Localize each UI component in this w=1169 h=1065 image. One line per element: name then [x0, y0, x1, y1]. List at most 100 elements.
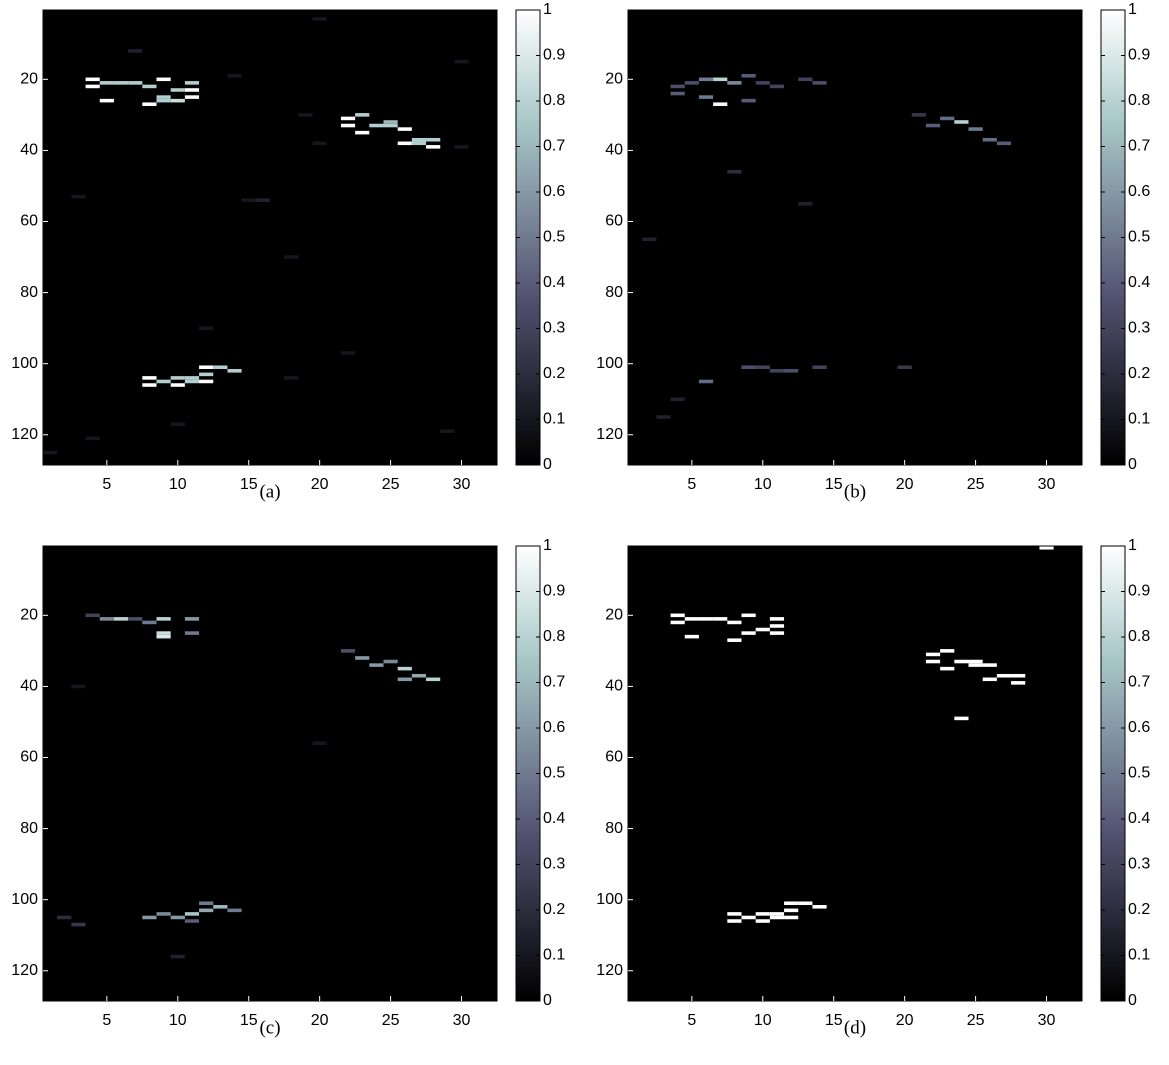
colorbar-tick-label: 0.1 [1128, 411, 1150, 428]
heat-cell [184, 95, 200, 99]
heat-cell [156, 634, 171, 639]
x-tick-label: 15 [825, 476, 843, 493]
heat-cell [684, 617, 699, 621]
heat-cell [684, 81, 699, 85]
heat-cell [670, 84, 685, 89]
heat-cell [670, 620, 685, 625]
heat-cell [184, 912, 200, 916]
heat-cell [741, 915, 756, 920]
heat-cell [812, 81, 827, 85]
heat-cell [925, 652, 941, 657]
x-tick-label: 10 [169, 476, 187, 493]
heat-cell [184, 88, 200, 92]
y-tick-label: 40 [605, 142, 623, 159]
heat-cell [812, 905, 827, 909]
heat-cell [298, 113, 313, 117]
axes-frame [42, 545, 498, 1002]
colorbar-tick-label: 0 [543, 992, 552, 1009]
colorbar-tick-label: 0.4 [1128, 274, 1150, 291]
heat-cell [340, 649, 356, 653]
colorbar-tick-label: 0.4 [543, 274, 565, 291]
heat-cell [741, 73, 756, 78]
heat-cell [199, 365, 214, 370]
heat-cell [769, 617, 785, 621]
heat-cell [954, 120, 969, 124]
heat-cell [355, 113, 370, 117]
heat-cell [670, 91, 685, 96]
heat-cell [312, 741, 327, 746]
y-tick-label: 120 [11, 426, 38, 443]
x-tick-label: 25 [967, 1012, 985, 1029]
colorbar-tick-label: 0.6 [543, 183, 565, 200]
heat-cell [1039, 546, 1054, 550]
heat-cell [755, 919, 770, 923]
colorbar-tick-label: 0.8 [1128, 628, 1150, 645]
colorbar-tick-label: 0.9 [543, 47, 565, 64]
colorbar-tick-label: 0.8 [1128, 92, 1150, 109]
heat-cell [241, 198, 256, 202]
heat-cell [440, 429, 455, 434]
heat-cell [741, 98, 756, 103]
colorbar-tick-label: 0.7 [1128, 674, 1150, 691]
heat-cell [968, 659, 983, 664]
heat-cell [769, 84, 785, 89]
colorbar-tick-label: 0.7 [543, 674, 565, 691]
heat-cell [727, 81, 742, 85]
axes-frame [42, 9, 498, 466]
heat-cell [982, 663, 997, 667]
heat-cell [1011, 673, 1026, 678]
heat-cell [411, 141, 427, 146]
colorbar-tick-label: 0.7 [1128, 138, 1150, 155]
colorbar-tick-label: 0.3 [543, 856, 565, 873]
heat-cell [355, 656, 370, 660]
colorbar-tick-label: 0.8 [543, 92, 565, 109]
heat-cell [397, 141, 412, 146]
heat-cell [411, 137, 427, 142]
y-tick-label: 60 [605, 749, 623, 766]
x-tick-label: 10 [754, 476, 772, 493]
heat-cell [184, 81, 200, 85]
heat-cell [312, 141, 327, 146]
heat-cell [755, 912, 770, 916]
heat-cell [741, 365, 756, 370]
x-tick-label: 20 [311, 476, 329, 493]
heat-cell [698, 379, 714, 384]
x-tick-label: 30 [453, 476, 471, 493]
heat-cell [383, 120, 398, 124]
colorbar-tick-label: 0.5 [1128, 229, 1150, 246]
heat-cell [897, 365, 912, 370]
heat-cell [184, 919, 200, 923]
heat-cell [199, 326, 214, 330]
colorbar-tick-label: 0.7 [543, 138, 565, 155]
y-tick-label: 40 [20, 678, 38, 695]
colorbar-tick-label: 0.2 [1128, 901, 1150, 918]
heat-cell [812, 365, 827, 370]
heat-cell [426, 677, 441, 682]
heat-cell [85, 613, 100, 618]
heat-cell [142, 376, 157, 380]
x-tick-label: 15 [240, 476, 258, 493]
heat-cell [741, 613, 756, 618]
heat-cell [85, 77, 100, 82]
heat-cell [784, 369, 799, 373]
heat-cell [113, 617, 129, 621]
x-tick-label: 25 [382, 1012, 400, 1029]
x-tick-label: 10 [169, 1012, 187, 1029]
x-tick-label: 15 [240, 1012, 258, 1029]
heat-cell [968, 663, 983, 667]
heat-cell [426, 137, 441, 142]
heat-cell [727, 912, 742, 916]
heat-cell [727, 169, 742, 174]
heat-cell [142, 102, 157, 106]
heat-cell [128, 81, 143, 85]
heat-cell [940, 649, 955, 653]
x-tick-label: 15 [825, 1012, 843, 1029]
heat-cell [340, 116, 356, 121]
heat-cell [142, 84, 157, 89]
heat-cell [156, 912, 171, 916]
heat-cell [713, 77, 728, 82]
heat-cell [99, 617, 114, 621]
heat-cell [996, 673, 1012, 678]
heat-cell [170, 915, 185, 920]
heat-cell [755, 365, 770, 370]
